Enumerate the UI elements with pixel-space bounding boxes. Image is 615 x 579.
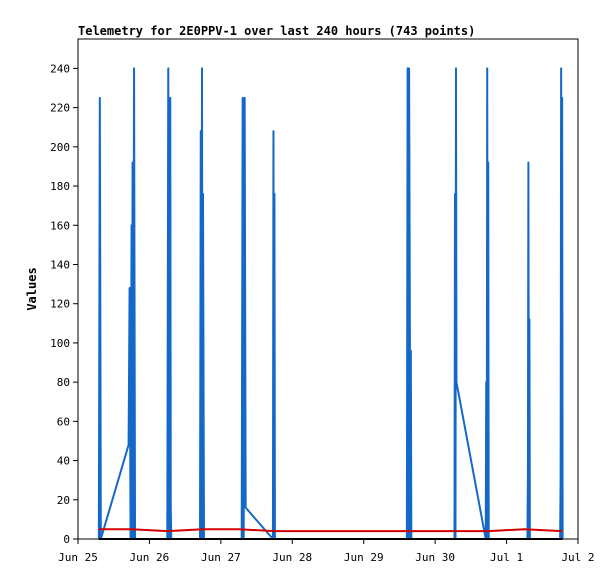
x-tick-label: Jun 29 — [344, 551, 384, 564]
chart-title: Telemetry for 2E0PPV-1 over last 240 hou… — [78, 24, 475, 38]
y-axis-label: Values — [25, 267, 39, 310]
x-axis-ticks: Jun 25 Jun 26 Jun 27 Jun 28 Jun 29 Jun 30 Jul … — [58, 539, 595, 564]
x-tick-label: Jul 1 — [490, 551, 523, 564]
x-tick-label: Jun 25 — [58, 551, 98, 564]
y-tick-label: 20 — [57, 494, 70, 507]
series-line-2 — [98, 528, 563, 533]
x-tick-label: Jun 28 — [272, 551, 312, 564]
y-tick-label: 180 — [50, 180, 70, 193]
y-tick-label: 220 — [50, 102, 70, 115]
series-layer — [97, 67, 564, 540]
y-tick-label: 240 — [50, 62, 70, 75]
x-tick-label: Jun 27 — [201, 551, 241, 564]
x-tick-label: Jun 30 — [415, 551, 455, 564]
series-line-1 — [97, 67, 564, 540]
x-tick-label: Jul 2 — [561, 551, 594, 564]
y-tick-label: 60 — [57, 415, 70, 428]
x-tick-label: Jun 26 — [130, 551, 170, 564]
y-tick-label: 140 — [50, 258, 70, 271]
y-tick-label: 0 — [63, 533, 70, 546]
y-axis-ticks: 0 20 40 60 80 100 120 140 160 180 200 220 240 — [50, 62, 78, 546]
y-tick-label: 80 — [57, 376, 70, 389]
plot-frame — [77, 38, 579, 540]
y-tick-label: 200 — [50, 141, 70, 154]
y-tick-label: 100 — [50, 337, 70, 350]
y-tick-label: 160 — [50, 219, 70, 232]
y-tick-label: 40 — [57, 455, 70, 468]
y-tick-label: 120 — [50, 298, 70, 311]
